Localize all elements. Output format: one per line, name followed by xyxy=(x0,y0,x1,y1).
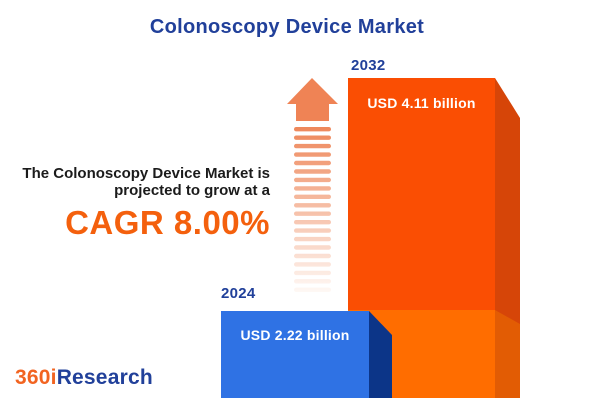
year-label-2024: 2024 xyxy=(221,285,256,302)
bar-2032 xyxy=(348,78,520,398)
bar-2024 xyxy=(221,311,392,398)
page-title: Colonoscopy Device Market xyxy=(149,16,425,38)
logo-suffix: Research xyxy=(56,366,153,389)
bar-2024-side-face xyxy=(369,311,392,398)
cagr-text: CAGR 8.00% xyxy=(65,204,270,241)
bar-value-2032: USD 4.11 billion xyxy=(367,95,476,111)
tagline-line-2: projected to grow at a xyxy=(114,182,270,199)
brand-logo: 360iResearch xyxy=(15,366,153,390)
growth-tagline: The Colonoscopy Device Market is project… xyxy=(0,165,270,242)
bar-2032-side-face-lower xyxy=(495,310,520,398)
bar-2024-front xyxy=(221,311,369,398)
arrow-dashes xyxy=(294,127,331,292)
logo-prefix: 360i xyxy=(15,366,57,389)
year-label-2032: 2032 xyxy=(351,57,386,74)
arrow-head xyxy=(287,78,338,121)
tagline-line-1: The Colonoscopy Device Market is xyxy=(22,165,270,182)
bar-value-2024: USD 2.22 billion xyxy=(240,327,350,343)
growth-arrow-icon xyxy=(287,78,338,292)
bar-2032-front-upper xyxy=(348,78,495,310)
